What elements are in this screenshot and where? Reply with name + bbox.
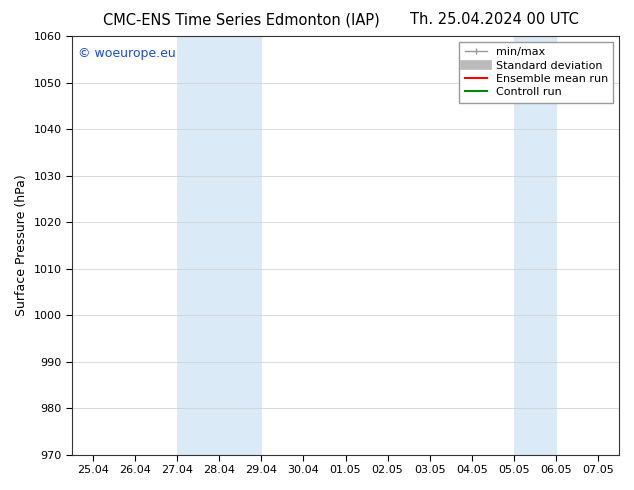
Y-axis label: Surface Pressure (hPa): Surface Pressure (hPa) — [15, 174, 28, 316]
Text: Th. 25.04.2024 00 UTC: Th. 25.04.2024 00 UTC — [410, 12, 579, 27]
Legend: min/max, Standard deviation, Ensemble mean run, Controll run: min/max, Standard deviation, Ensemble me… — [459, 42, 614, 103]
Text: CMC-ENS Time Series Edmonton (IAP): CMC-ENS Time Series Edmonton (IAP) — [103, 12, 379, 27]
Bar — [514, 36, 556, 455]
Text: © woeurope.eu: © woeurope.eu — [77, 47, 176, 60]
Bar — [178, 36, 261, 455]
